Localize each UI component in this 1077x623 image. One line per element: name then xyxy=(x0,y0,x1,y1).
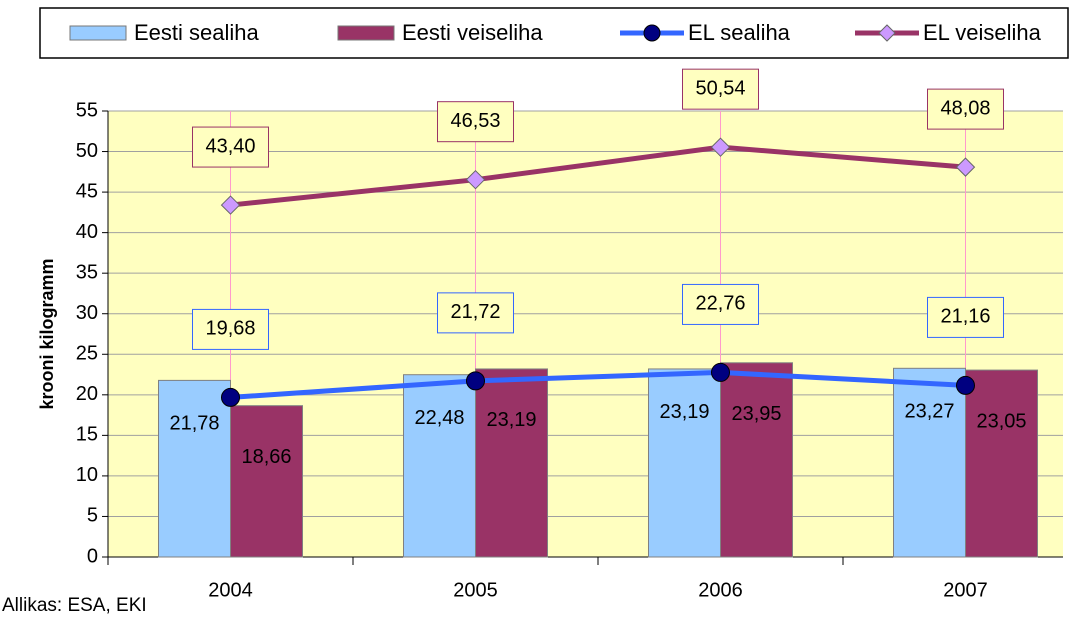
y-tick-label: 20 xyxy=(76,383,98,405)
legend-swatch xyxy=(69,25,127,41)
y-tick-label: 55 xyxy=(76,99,98,121)
bar-value-label: 23,95 xyxy=(731,403,781,425)
bar-value-label: 23,19 xyxy=(659,401,709,423)
y-tick-label: 10 xyxy=(76,464,98,486)
line-value-label: 19,68 xyxy=(205,318,255,340)
value-label-box xyxy=(927,296,1004,338)
line-value-label: 48,08 xyxy=(940,97,990,119)
bar xyxy=(648,368,721,558)
bar xyxy=(965,369,1038,558)
line-value-label: 21,16 xyxy=(940,306,990,328)
y-tick-label: 0 xyxy=(87,545,98,567)
legend-marker xyxy=(643,24,661,42)
line-marker xyxy=(710,137,731,157)
line-marker xyxy=(220,195,241,215)
bar xyxy=(158,379,231,558)
legend-swatch xyxy=(337,25,395,41)
source-note: Allikas: ESA, EKI xyxy=(2,595,147,616)
y-tick-label: 25 xyxy=(76,343,98,365)
value-label-box xyxy=(192,308,269,350)
bar-value-label: 23,05 xyxy=(976,410,1026,432)
x-tick-label: 2005 xyxy=(453,579,498,601)
bar-value-label: 23,27 xyxy=(904,401,954,423)
line-value-label: 43,40 xyxy=(205,135,255,157)
bar xyxy=(475,368,548,558)
line-value-label: 22,76 xyxy=(695,293,745,315)
legend-label: EL veiseliha xyxy=(923,20,1042,45)
bar xyxy=(720,362,793,558)
line-marker xyxy=(221,387,240,407)
x-tick-label: 2006 xyxy=(698,579,743,601)
value-label-box xyxy=(437,101,514,143)
bar xyxy=(403,374,476,558)
bar xyxy=(893,367,966,558)
series-line xyxy=(230,369,966,400)
bar-value-label: 23,19 xyxy=(486,409,536,431)
y-axis-label: krooni kilogramm xyxy=(37,258,57,409)
legend-marker xyxy=(878,24,896,42)
value-label-box xyxy=(682,283,759,325)
line-value-label: 46,53 xyxy=(450,110,500,132)
line-marker xyxy=(465,169,486,190)
bar-value-label: 18,66 xyxy=(241,446,291,468)
bar-value-label: 21,78 xyxy=(169,413,219,435)
value-label-box xyxy=(927,88,1004,130)
y-tick-label: 35 xyxy=(76,261,98,283)
y-tick-label: 50 xyxy=(76,140,98,162)
y-tick-label: 5 xyxy=(87,505,98,527)
line-marker xyxy=(955,157,976,177)
value-label-box xyxy=(192,126,269,168)
y-tick-label: 30 xyxy=(76,302,98,324)
line-value-label: 50,54 xyxy=(695,77,745,99)
line-value-label: 21,72 xyxy=(450,301,500,323)
value-label-box xyxy=(437,292,514,334)
y-tick-label: 45 xyxy=(76,180,98,202)
line-marker xyxy=(956,375,975,395)
bar xyxy=(230,405,303,558)
legend-label: Eesti sealiha xyxy=(134,20,260,45)
x-tick-label: 2004 xyxy=(208,579,253,601)
y-tick-label: 15 xyxy=(76,424,98,446)
legend-label: Eesti veiseliha xyxy=(402,20,543,45)
line-marker xyxy=(466,371,485,391)
line-marker xyxy=(711,362,730,382)
value-label-box xyxy=(682,68,759,110)
bar-value-label: 22,48 xyxy=(414,407,464,429)
y-tick-label: 40 xyxy=(76,221,98,243)
x-tick-label: 2007 xyxy=(943,579,988,601)
series-line xyxy=(230,144,966,208)
legend-label: EL sealiha xyxy=(688,20,791,45)
